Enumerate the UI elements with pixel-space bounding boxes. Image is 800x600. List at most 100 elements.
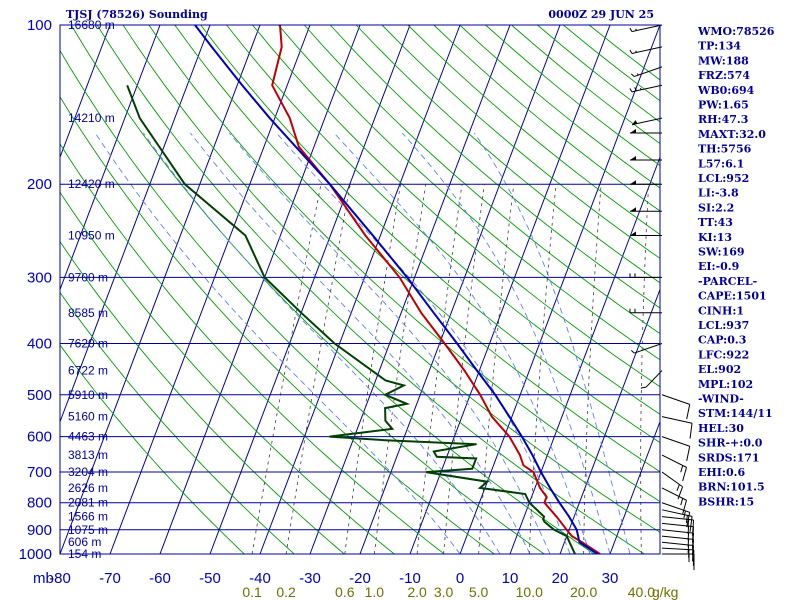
isotherm-line — [459, 24, 660, 554]
index-line: BRN:101.5 — [698, 481, 765, 494]
wind-barb-flag — [634, 87, 638, 92]
dry-adiabat-line — [60, 143, 446, 554]
wind-barb — [661, 416, 693, 439]
temperature-tick-label: -20 — [349, 570, 371, 587]
plot-frame — [59, 24, 661, 555]
wind-barb-half-flag — [680, 465, 684, 473]
mixing-ratio-line — [583, 184, 602, 554]
wind-barb-flag — [682, 500, 687, 515]
dry-adiabat-line — [60, 240, 345, 554]
wind-barb-pennant — [630, 156, 636, 161]
wind-barb-half-flag — [635, 28, 638, 31]
pressure-label: 300 — [27, 269, 52, 286]
wind-barb — [631, 117, 663, 126]
index-line: -PARCEL- — [698, 275, 757, 288]
dry-adiabat-line — [278, 24, 660, 361]
wind-barb-half-flag — [685, 515, 688, 524]
dry-adiabat-line — [60, 291, 295, 554]
height-label: 12420 m — [68, 177, 115, 191]
isotherm-line — [60, 24, 111, 159]
isotherm-line — [559, 288, 660, 554]
mixing-ratio-label: 2.0 — [407, 584, 427, 600]
wind-barb-pennant — [630, 207, 636, 212]
mixing-ratio-line — [640, 184, 649, 554]
isotherm-line — [509, 155, 660, 554]
wind-barb — [630, 128, 662, 134]
index-line: EHI:0.6 — [698, 466, 745, 479]
dry-adiabat-line — [96, 24, 646, 554]
wind-barb-half-flag — [680, 498, 684, 506]
index-line: BSHR:15 — [698, 495, 754, 508]
mixing-ratio-label: 0.2 — [276, 584, 296, 600]
height-label: 14210 m — [68, 111, 115, 125]
wind-barb — [661, 394, 691, 420]
mixing-ratio-label: 5.0 — [469, 584, 489, 600]
index-line: WMO:78526 — [697, 25, 775, 38]
wind-barb — [630, 156, 662, 161]
wind-barb-flag — [677, 486, 684, 500]
pressure-label: 500 — [27, 387, 52, 404]
height-label: 2081 m — [68, 496, 108, 510]
wind-barb-flag — [686, 446, 691, 462]
chart-time: 0000Z 29 JUN 25 — [548, 8, 654, 21]
moist-adiabat-line — [94, 132, 461, 554]
index-line: TT:43 — [698, 216, 733, 229]
wind-barb — [629, 24, 663, 33]
height-label: 1566 m — [68, 510, 108, 524]
index-line: WB0:694 — [697, 84, 755, 97]
wind-barb-half-flag — [676, 484, 680, 491]
wind-barb-pennant — [630, 231, 636, 236]
height-label: 4463 m — [68, 430, 108, 444]
index-line: MAXT:32.0 — [698, 128, 766, 141]
index-line: CINH:1 — [698, 304, 744, 317]
wind-barb-flag — [692, 549, 695, 566]
wind-barb-staff — [645, 370, 663, 388]
index-line: CAP:0.3 — [698, 334, 746, 347]
index-line: LCL:952 — [698, 172, 749, 185]
mixing-ratio-line — [528, 184, 557, 554]
isotherm-line — [609, 420, 660, 554]
dry-adiabat-line — [303, 24, 660, 335]
dry-adiabat-line — [122, 24, 660, 533]
height-label: 6722 m — [68, 364, 108, 378]
wind-barb-half-flag — [636, 73, 639, 76]
mixing-ratio-label: 0.6 — [335, 584, 355, 600]
dry-adiabat-line — [60, 49, 546, 554]
wind-barb — [661, 487, 687, 515]
dry-adiabat-line — [355, 24, 660, 284]
wind-barb — [661, 454, 687, 482]
temperature-tick-label: 0 — [456, 570, 464, 587]
dry-adiabat-line — [329, 24, 660, 309]
height-label: 154 m — [68, 547, 101, 561]
wind-barb-staff — [661, 471, 683, 488]
index-line: -WIND- — [698, 393, 744, 406]
wind-barb-flag — [630, 73, 635, 77]
wind-barb-staff — [661, 416, 693, 424]
height-label: 5910 m — [68, 388, 108, 402]
isotherm-line — [159, 24, 361, 554]
height-label: 2626 m — [68, 481, 108, 495]
wind-barb-column — [629, 24, 695, 570]
index-line: FRZ:574 — [698, 69, 750, 82]
index-line: MW:188 — [698, 54, 749, 67]
wind-barb-half-flag — [683, 510, 686, 519]
mixing-ratio-line — [416, 184, 463, 554]
pressure-label: 200 — [27, 176, 52, 193]
index-line: RH:47.3 — [698, 113, 748, 126]
mixing-ratio-label: 10.0 — [516, 584, 543, 600]
index-line: HEL:30 — [698, 422, 744, 435]
wind-barb-staff — [661, 454, 687, 468]
wind-barb — [661, 471, 684, 500]
wind-barb — [629, 46, 663, 54]
pressure-unit-label: mb — [33, 570, 54, 587]
temperature-tick-label: -50 — [199, 570, 221, 587]
wind-barb-half-flag — [639, 87, 642, 91]
pressure-label: 900 — [27, 522, 52, 539]
wind-barb-staff — [631, 84, 663, 93]
dry-adiabat-line — [60, 191, 396, 554]
wind-barb-staff — [631, 46, 663, 54]
wind-barb — [630, 66, 663, 77]
wind-barb — [640, 370, 663, 389]
profile-lines — [126, 24, 601, 554]
